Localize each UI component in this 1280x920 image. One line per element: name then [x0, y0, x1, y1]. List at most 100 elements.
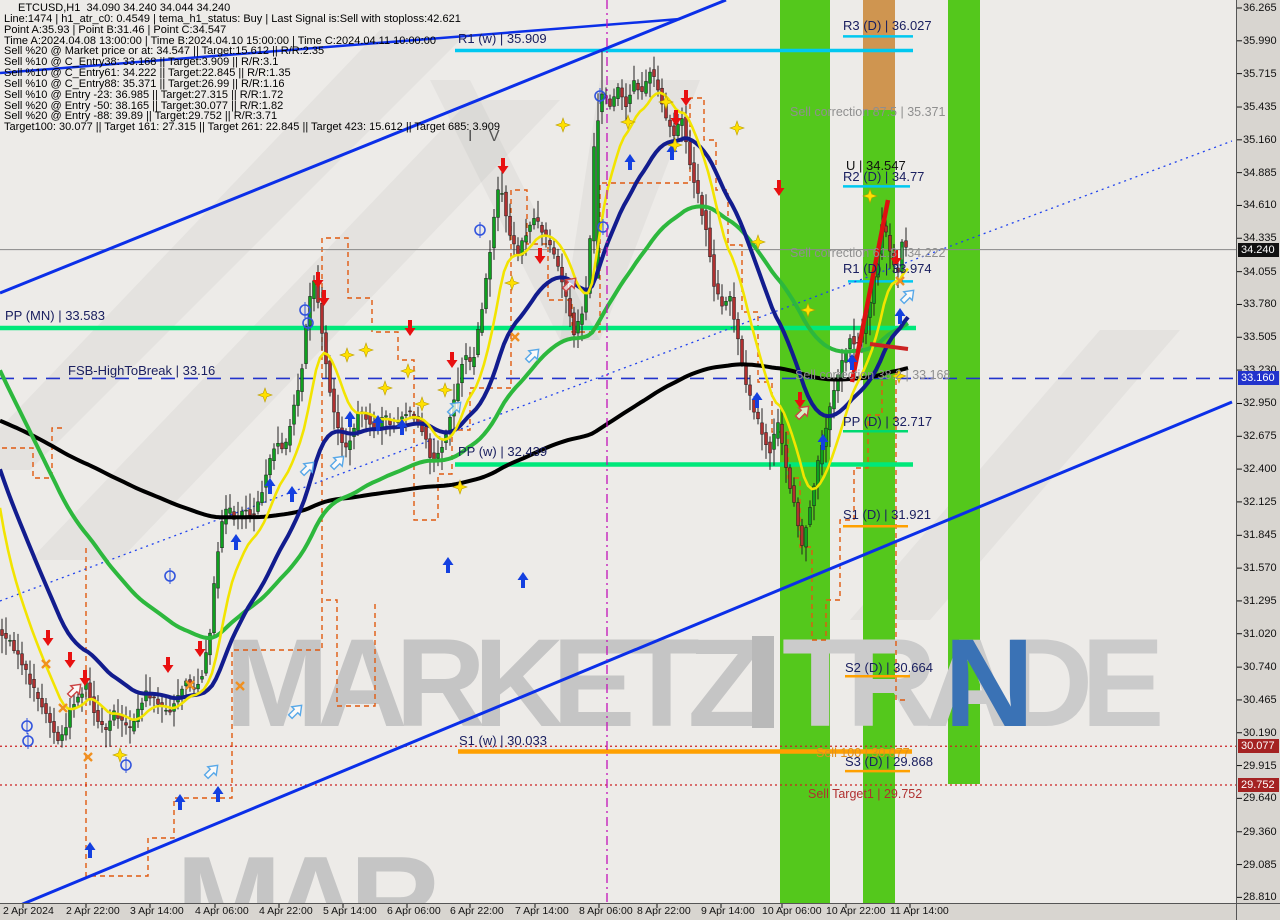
- star-icon: [891, 368, 907, 384]
- star-icon: [555, 117, 571, 133]
- time-axis-label: 7 Apr 14:00: [515, 905, 569, 917]
- level-label-s1-w[interactable]: S1 (w) | 30.033: [459, 733, 547, 748]
- sell-arrow-icon: [773, 180, 785, 196]
- price-axis-label: 34.610: [1243, 199, 1277, 212]
- level-label-corr-618[interactable]: Sell correction 61.8 | 34.222: [790, 246, 946, 260]
- time-axis-label: 2 Apr 22:00: [66, 905, 120, 917]
- price-badge-33.160: 33.160: [1238, 371, 1279, 386]
- price-axis-label: 28.810: [1243, 891, 1277, 904]
- level-label-r1-d[interactable]: R1 (D) | 33.974: [843, 261, 932, 276]
- price-axis-label: 33.780: [1243, 298, 1277, 311]
- exit-circle-icon: [474, 222, 486, 238]
- sell-arrow-icon: [312, 272, 324, 288]
- star-icon: [620, 114, 636, 130]
- sell-arrow-icon: [534, 248, 546, 264]
- price-axis-label: 32.675: [1243, 430, 1277, 443]
- price-axis[interactable]: [1237, 0, 1280, 920]
- upper-channel[interactable]: [0, 0, 727, 295]
- hollow-arrow-icon: [446, 401, 462, 417]
- time-axis-label: 4 Apr 06:00: [195, 905, 249, 917]
- star-icon: [377, 380, 393, 396]
- info-line-6: Sell %10 @ C_Entry88: 35.371 || Target:2…: [4, 77, 285, 90]
- star-icon: [658, 94, 674, 110]
- iv-annotation: I V: [468, 128, 506, 145]
- stop-trail-line: [85, 97, 906, 877]
- lower-channel[interactable]: [17, 400, 1233, 908]
- sell-arrow-icon: [194, 641, 206, 657]
- exit-circle-icon: [594, 88, 606, 104]
- sell-arrow-icon: [670, 110, 682, 126]
- x-marker-icon: [83, 752, 93, 762]
- price-axis-label: 32.125: [1243, 495, 1277, 508]
- sell-arrow-icon: [794, 392, 806, 408]
- price-axis-label: 31.570: [1243, 562, 1277, 575]
- sell-arrow-icon: [64, 652, 76, 668]
- level-label-r3-d[interactable]: R3 (D) | 36.027: [843, 18, 932, 33]
- level-label-s1-d[interactable]: S1 (D) | 31.921: [843, 507, 931, 522]
- buy-arrow-icon: [264, 478, 276, 494]
- star-icon: [504, 275, 520, 291]
- star-icon: [750, 234, 766, 250]
- ohlc-info-block: ETCUSD,H1 34.090 34.240 34.044 34.240 Lin…: [4, 3, 500, 133]
- time-axis-label: 9 Apr 14:00: [701, 905, 755, 917]
- hollow-arrow-icon: [794, 405, 810, 421]
- info-line-8: Sell %20 @ Entry -50: 38.165 || Target:3…: [4, 99, 284, 112]
- buy-arrow-icon: [894, 308, 906, 324]
- price-axis-label: 30.465: [1243, 693, 1277, 706]
- star-icon: [358, 342, 374, 358]
- price-axis-label: 30.740: [1243, 661, 1277, 674]
- level-label-fsb[interactable]: FSB-HighToBreak | 33.16: [68, 363, 216, 378]
- exit-circle-icon: [22, 733, 34, 749]
- info-line-0: Line:1474 | h1_atr_c0: 0.4549 | tema_h1_…: [4, 12, 461, 25]
- buy-arrow-icon: [624, 154, 636, 170]
- exit-circle-icon: [302, 315, 314, 331]
- info-line-10: Target100: 30.077 || Target 161: 27.315 …: [4, 121, 501, 134]
- time-axis-label: 6 Apr 22:00: [450, 905, 504, 917]
- info-line-2: Time A:2024.04.08 13:00:00 | Time B:2024…: [4, 34, 436, 47]
- exit-circle-icon: [299, 302, 311, 318]
- exit-circle-icon: [597, 219, 609, 235]
- star-icon: [862, 188, 878, 204]
- ma-green: [0, 204, 910, 640]
- level-label-pp-mn[interactable]: PP (MN) | 33.583: [5, 308, 105, 323]
- zigzag-red-segment: [869, 342, 909, 351]
- info-line-5: Sell %10 @ C_Entry61: 34.222 || Target:2…: [4, 67, 291, 80]
- price-axis-label: 33.505: [1243, 331, 1277, 344]
- level-label-s2-d[interactable]: S2 (D) | 30.664: [845, 660, 933, 675]
- level-label-u-c[interactable]: U | 34.547: [846, 158, 906, 173]
- time-axis[interactable]: [0, 904, 1280, 920]
- level-label-r1-w[interactable]: R1 (w) | 35.909: [458, 31, 547, 46]
- session-band: [863, 0, 895, 110]
- session-band: [948, 0, 980, 784]
- level-label-corr-875[interactable]: Sell correction 87.5 | 35.371: [790, 105, 946, 119]
- level-label-corr-382[interactable]: Sell correction 38.2 | 33.168: [795, 368, 951, 382]
- time-axis-label: 8 Apr 22:00: [637, 905, 691, 917]
- price-axis-label: 35.990: [1243, 34, 1277, 47]
- sell-arrow-icon: [162, 657, 174, 673]
- svg-text:TRADE: TRADE: [782, 614, 1160, 753]
- level-label-sell-100[interactable]: Sell 100 | 30.077: [816, 746, 910, 760]
- star-icon: [257, 387, 273, 403]
- star-icon: [437, 382, 453, 398]
- sell-arrow-icon: [497, 158, 509, 174]
- svg-text:MARKETZ: MARKETZ: [225, 614, 761, 753]
- level-label-r2-d[interactable]: R2 (D) | 34.77: [843, 169, 925, 184]
- price-axis-label: 29.915: [1243, 759, 1277, 772]
- price-axis-label: 32.950: [1243, 397, 1277, 410]
- hollow-arrow-icon: [203, 764, 219, 780]
- star-icon: [800, 302, 816, 318]
- level-label-sell-target1[interactable]: Sell Target1 | 29.752: [808, 787, 923, 801]
- exit-circle-icon: [120, 757, 132, 773]
- symbol-ohlc-line: ETCUSD,H1 34.090 34.240 34.044 34.240: [18, 2, 231, 14]
- level-label-pp-w[interactable]: PP (w) | 32.439: [458, 444, 548, 459]
- level-label-s3-d[interactable]: S3 (D) | 29.868: [845, 754, 933, 769]
- info-line-4: Sell %10 @ C_Entry38: 33.168 || Target:3…: [4, 56, 279, 69]
- level-label-pp-d[interactable]: PP (D) | 32.717: [843, 414, 933, 429]
- price-axis-label: 36.265: [1243, 2, 1277, 14]
- time-axis-label: 6 Apr 06:00: [387, 905, 441, 917]
- price-axis-label: 29.085: [1243, 858, 1277, 871]
- upper-trendline[interactable]: [0, 17, 681, 75]
- hollow-arrow-icon: [299, 461, 315, 477]
